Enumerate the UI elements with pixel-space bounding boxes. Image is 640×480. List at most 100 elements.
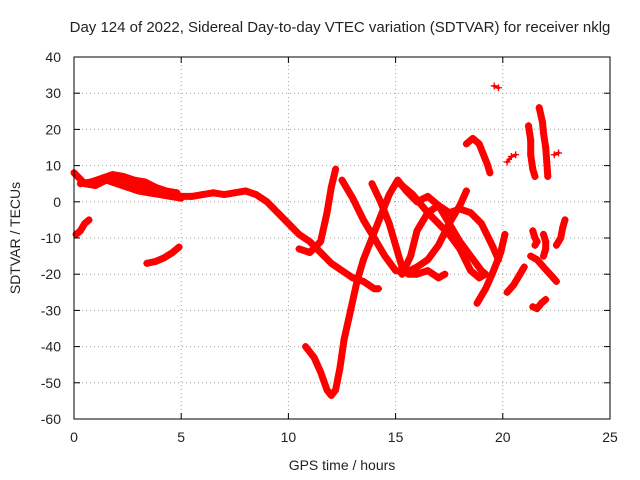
- data-point: [156, 191, 164, 199]
- data-point: [306, 238, 314, 246]
- data-point: [338, 267, 346, 275]
- y-tick-label: 40: [45, 49, 61, 65]
- series-trace: [552, 216, 569, 249]
- data-point: [559, 223, 567, 231]
- data-point: [404, 270, 412, 278]
- data-point: [85, 216, 93, 224]
- data-point: [531, 234, 539, 242]
- data-point: [263, 198, 271, 206]
- x-axis-label: GPS time / hours: [289, 457, 396, 473]
- data-point: [501, 230, 509, 238]
- series-arc-mid-left: [143, 243, 183, 267]
- x-axis-ticks: 0 5 10 15 20 25: [70, 57, 618, 445]
- y-tick-label: -50: [41, 375, 61, 391]
- data-point: [231, 189, 239, 197]
- data-point: [109, 171, 117, 179]
- series-arc-21-top: [525, 122, 539, 180]
- data-point: [497, 248, 505, 256]
- data-point: [510, 281, 518, 289]
- data-point: [396, 180, 404, 188]
- series-arc-22-top: [535, 104, 552, 180]
- data-point: [407, 252, 415, 260]
- data-point: [480, 151, 488, 159]
- data-point: [540, 263, 548, 271]
- series-arc-20-top: [490, 82, 503, 92]
- series-trace: [535, 104, 552, 180]
- data-point: [274, 209, 282, 217]
- data-point: [353, 277, 361, 285]
- data-point: [336, 364, 344, 372]
- series-trace: [529, 296, 550, 313]
- data-point: [482, 285, 490, 293]
- data-point: [295, 230, 303, 238]
- data-point: [327, 391, 335, 399]
- series-arc-21-mid: [529, 296, 550, 313]
- data-point: [385, 220, 393, 228]
- data-point: [188, 192, 196, 200]
- data-point: [557, 234, 565, 242]
- data-point: [347, 306, 355, 314]
- data-point: [495, 84, 503, 92]
- series-arc-22-scatter: [540, 230, 550, 260]
- data-point: [456, 245, 464, 253]
- data-point: [527, 151, 535, 159]
- data-point: [327, 259, 335, 267]
- data-point: [374, 285, 382, 293]
- data-point: [359, 277, 367, 285]
- data-point: [252, 191, 260, 199]
- data-point: [166, 192, 174, 200]
- data-point: [209, 189, 217, 197]
- data-point: [306, 248, 314, 256]
- data-point: [533, 305, 541, 313]
- data-point: [143, 259, 151, 267]
- y-axis-ticks: 40 30 20 10 0 -10 -20 -30 -40 -50 -60: [41, 49, 610, 427]
- data-point: [555, 149, 563, 157]
- data-point: [527, 136, 535, 144]
- data-point: [550, 151, 558, 159]
- data-point: [445, 220, 453, 228]
- data-point: [434, 241, 442, 249]
- data-point: [424, 209, 432, 217]
- data-point: [134, 187, 142, 195]
- data-point: [141, 178, 149, 186]
- x-tick-label: 10: [281, 429, 297, 445]
- series-arc-22-rise: [552, 216, 569, 249]
- y-tick-label: 10: [45, 158, 61, 174]
- data-point: [145, 189, 153, 197]
- data-point: [503, 158, 511, 166]
- data-point: [359, 216, 367, 224]
- data-point: [540, 252, 548, 260]
- data-point: [561, 216, 569, 224]
- data-point: [424, 267, 432, 275]
- data-point: [413, 270, 421, 278]
- data-point: [488, 241, 496, 249]
- data-point: [473, 299, 481, 307]
- data-point: [124, 183, 132, 191]
- data-point: [546, 270, 554, 278]
- data-point: [445, 230, 453, 238]
- data-point: [434, 274, 442, 282]
- data-point: [512, 151, 520, 159]
- data-point: [76, 227, 84, 235]
- data-point: [516, 270, 524, 278]
- data-point: [424, 192, 432, 200]
- data-point: [486, 169, 494, 177]
- data-point: [392, 267, 400, 275]
- series-arc-20-high: [503, 151, 520, 166]
- data-point: [349, 194, 357, 202]
- series-arc-21-low: [527, 252, 560, 285]
- data-point: [323, 209, 331, 217]
- series-trace: [529, 227, 541, 249]
- y-tick-label: -20: [41, 266, 61, 282]
- series-arc-20: [503, 263, 528, 296]
- data-point: [484, 162, 492, 170]
- data-point: [538, 118, 546, 126]
- data-point: [295, 245, 303, 253]
- data-point: [169, 248, 177, 256]
- data-point: [323, 386, 331, 394]
- data-point: [87, 178, 95, 186]
- data-point: [535, 104, 543, 112]
- data-point: [531, 172, 539, 180]
- series-trace: [76, 171, 181, 197]
